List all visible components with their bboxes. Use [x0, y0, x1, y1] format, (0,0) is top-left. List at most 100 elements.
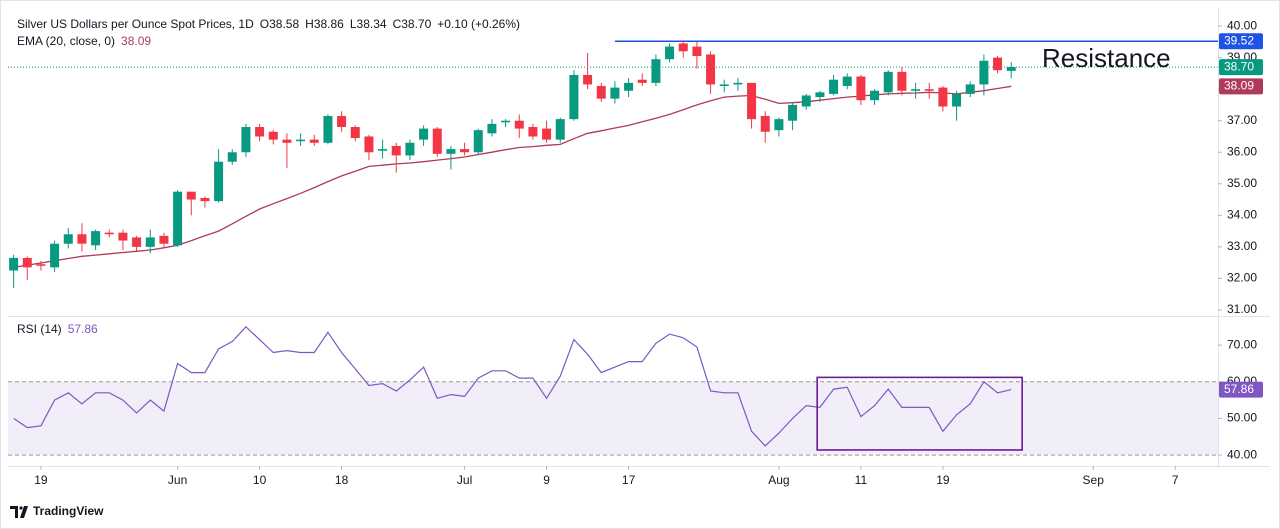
candle-body: [911, 89, 921, 91]
candle-body: [801, 95, 811, 107]
chart-title: Silver US Dollars per Ounce Spot Prices,…: [17, 17, 254, 31]
y-tick-label: 35.00: [1227, 176, 1257, 190]
candle-body: [952, 93, 962, 107]
x-tick-label: 19: [34, 473, 48, 487]
candle-body: [514, 120, 524, 129]
rsi-tag: [1219, 381, 1263, 398]
y-tick-label: 33.00: [1227, 239, 1257, 253]
y-tick-label: 40.00: [1227, 18, 1257, 32]
candle-body: [528, 127, 538, 137]
ema-value: 38.09: [121, 34, 151, 48]
candle-body: [678, 43, 688, 52]
candle-body: [856, 76, 866, 101]
price-tag-label: 38.09: [1224, 79, 1254, 93]
candle-body: [22, 257, 32, 268]
candle-body: [63, 234, 73, 244]
candle-body: [733, 82, 743, 85]
rsi-box: [816, 376, 1023, 451]
candle-body: [706, 54, 716, 85]
candle-body: [282, 139, 292, 143]
candle-body: [542, 128, 552, 140]
candle-body: [487, 123, 497, 134]
chart-header: Silver US Dollars per Ounce Spot Prices,…: [17, 17, 520, 31]
candle-body: [227, 152, 237, 162]
candle-body: [774, 119, 784, 131]
candle-body: [692, 46, 702, 57]
candle-body: [419, 128, 429, 140]
candle-body: [829, 79, 839, 94]
candle-body: [924, 89, 934, 91]
candle-body: [296, 139, 306, 142]
candle-body: [938, 87, 948, 107]
price-tag: [1219, 33, 1263, 50]
candle-body: [897, 71, 907, 91]
candle-body: [637, 79, 647, 83]
candle-body: [596, 86, 606, 99]
candle-body: [446, 149, 456, 154]
x-tick-label: 17: [622, 473, 636, 487]
candle-body: [350, 127, 360, 139]
candle-body: [405, 142, 415, 156]
price-tag: [1219, 59, 1263, 76]
ohlc-value: 38.86: [314, 17, 344, 31]
candle-body: [186, 191, 196, 200]
candle-body: [719, 84, 729, 87]
price-tag: [1219, 78, 1263, 95]
ohlc-value: 38.34: [357, 17, 387, 31]
candle-body: [665, 46, 675, 60]
candle-body: [870, 90, 880, 101]
ohlc-letter: C: [393, 17, 402, 31]
x-tick-label: Aug: [768, 473, 789, 487]
candle-body: [309, 139, 319, 143]
candle-body: [145, 237, 155, 247]
x-tick-label: 19: [936, 473, 950, 487]
rsi-name: RSI (14): [17, 322, 62, 336]
ohlc-letter: O: [260, 17, 269, 31]
y-tick-label: 32.00: [1227, 271, 1257, 285]
y-tick-label: 40.00: [1227, 447, 1257, 461]
y-tick-label: 36.00: [1227, 144, 1257, 158]
x-tick-label: Sep: [1083, 473, 1105, 487]
candle-body: [993, 57, 1003, 71]
candle-body: [337, 115, 347, 128]
candle-body: [77, 234, 87, 244]
ohlc-value: 38.58: [269, 17, 299, 31]
ema-name: EMA (20, close, 0): [17, 34, 115, 48]
candle-body: [255, 127, 265, 137]
candle-body: [1006, 67, 1016, 71]
brand-name: TradingView: [33, 504, 104, 518]
candle-body: [241, 127, 251, 153]
candle-body: [815, 92, 825, 98]
price-tag-label: 39.52: [1224, 33, 1254, 47]
candle-body: [965, 84, 975, 94]
logo-dot: [19, 506, 23, 510]
candle-body: [501, 120, 511, 123]
rsi-line: [13, 325, 1012, 447]
y-tick-label: 37.00: [1227, 113, 1257, 127]
candle-body: [104, 232, 114, 235]
candle-body: [569, 74, 579, 120]
rsi-band: [8, 381, 1218, 456]
candle-body: [118, 232, 128, 241]
candle-body: [200, 197, 210, 202]
candle-body: [842, 76, 852, 87]
candle-body: [159, 235, 169, 244]
candle-body: [610, 87, 620, 99]
rsi-legend: RSI (14) 57.86: [17, 322, 98, 336]
x-tick-label: Jul: [457, 473, 472, 487]
rsi-tag-label: 57.86: [1224, 382, 1254, 396]
candle-body: [432, 128, 442, 154]
candle-body: [323, 115, 333, 143]
candle-body: [760, 115, 770, 132]
candle-body: [979, 60, 989, 85]
candle-body: [624, 82, 634, 91]
brand-logo: TradingView: [10, 504, 104, 518]
candle-body: [555, 119, 565, 140]
ohlc-letter: L: [350, 17, 357, 31]
resistance-label: Resistance: [1042, 43, 1171, 73]
x-tick-label: Jun: [168, 473, 187, 487]
x-tick-label: 10: [253, 473, 267, 487]
x-tick-label: 9: [543, 473, 550, 487]
